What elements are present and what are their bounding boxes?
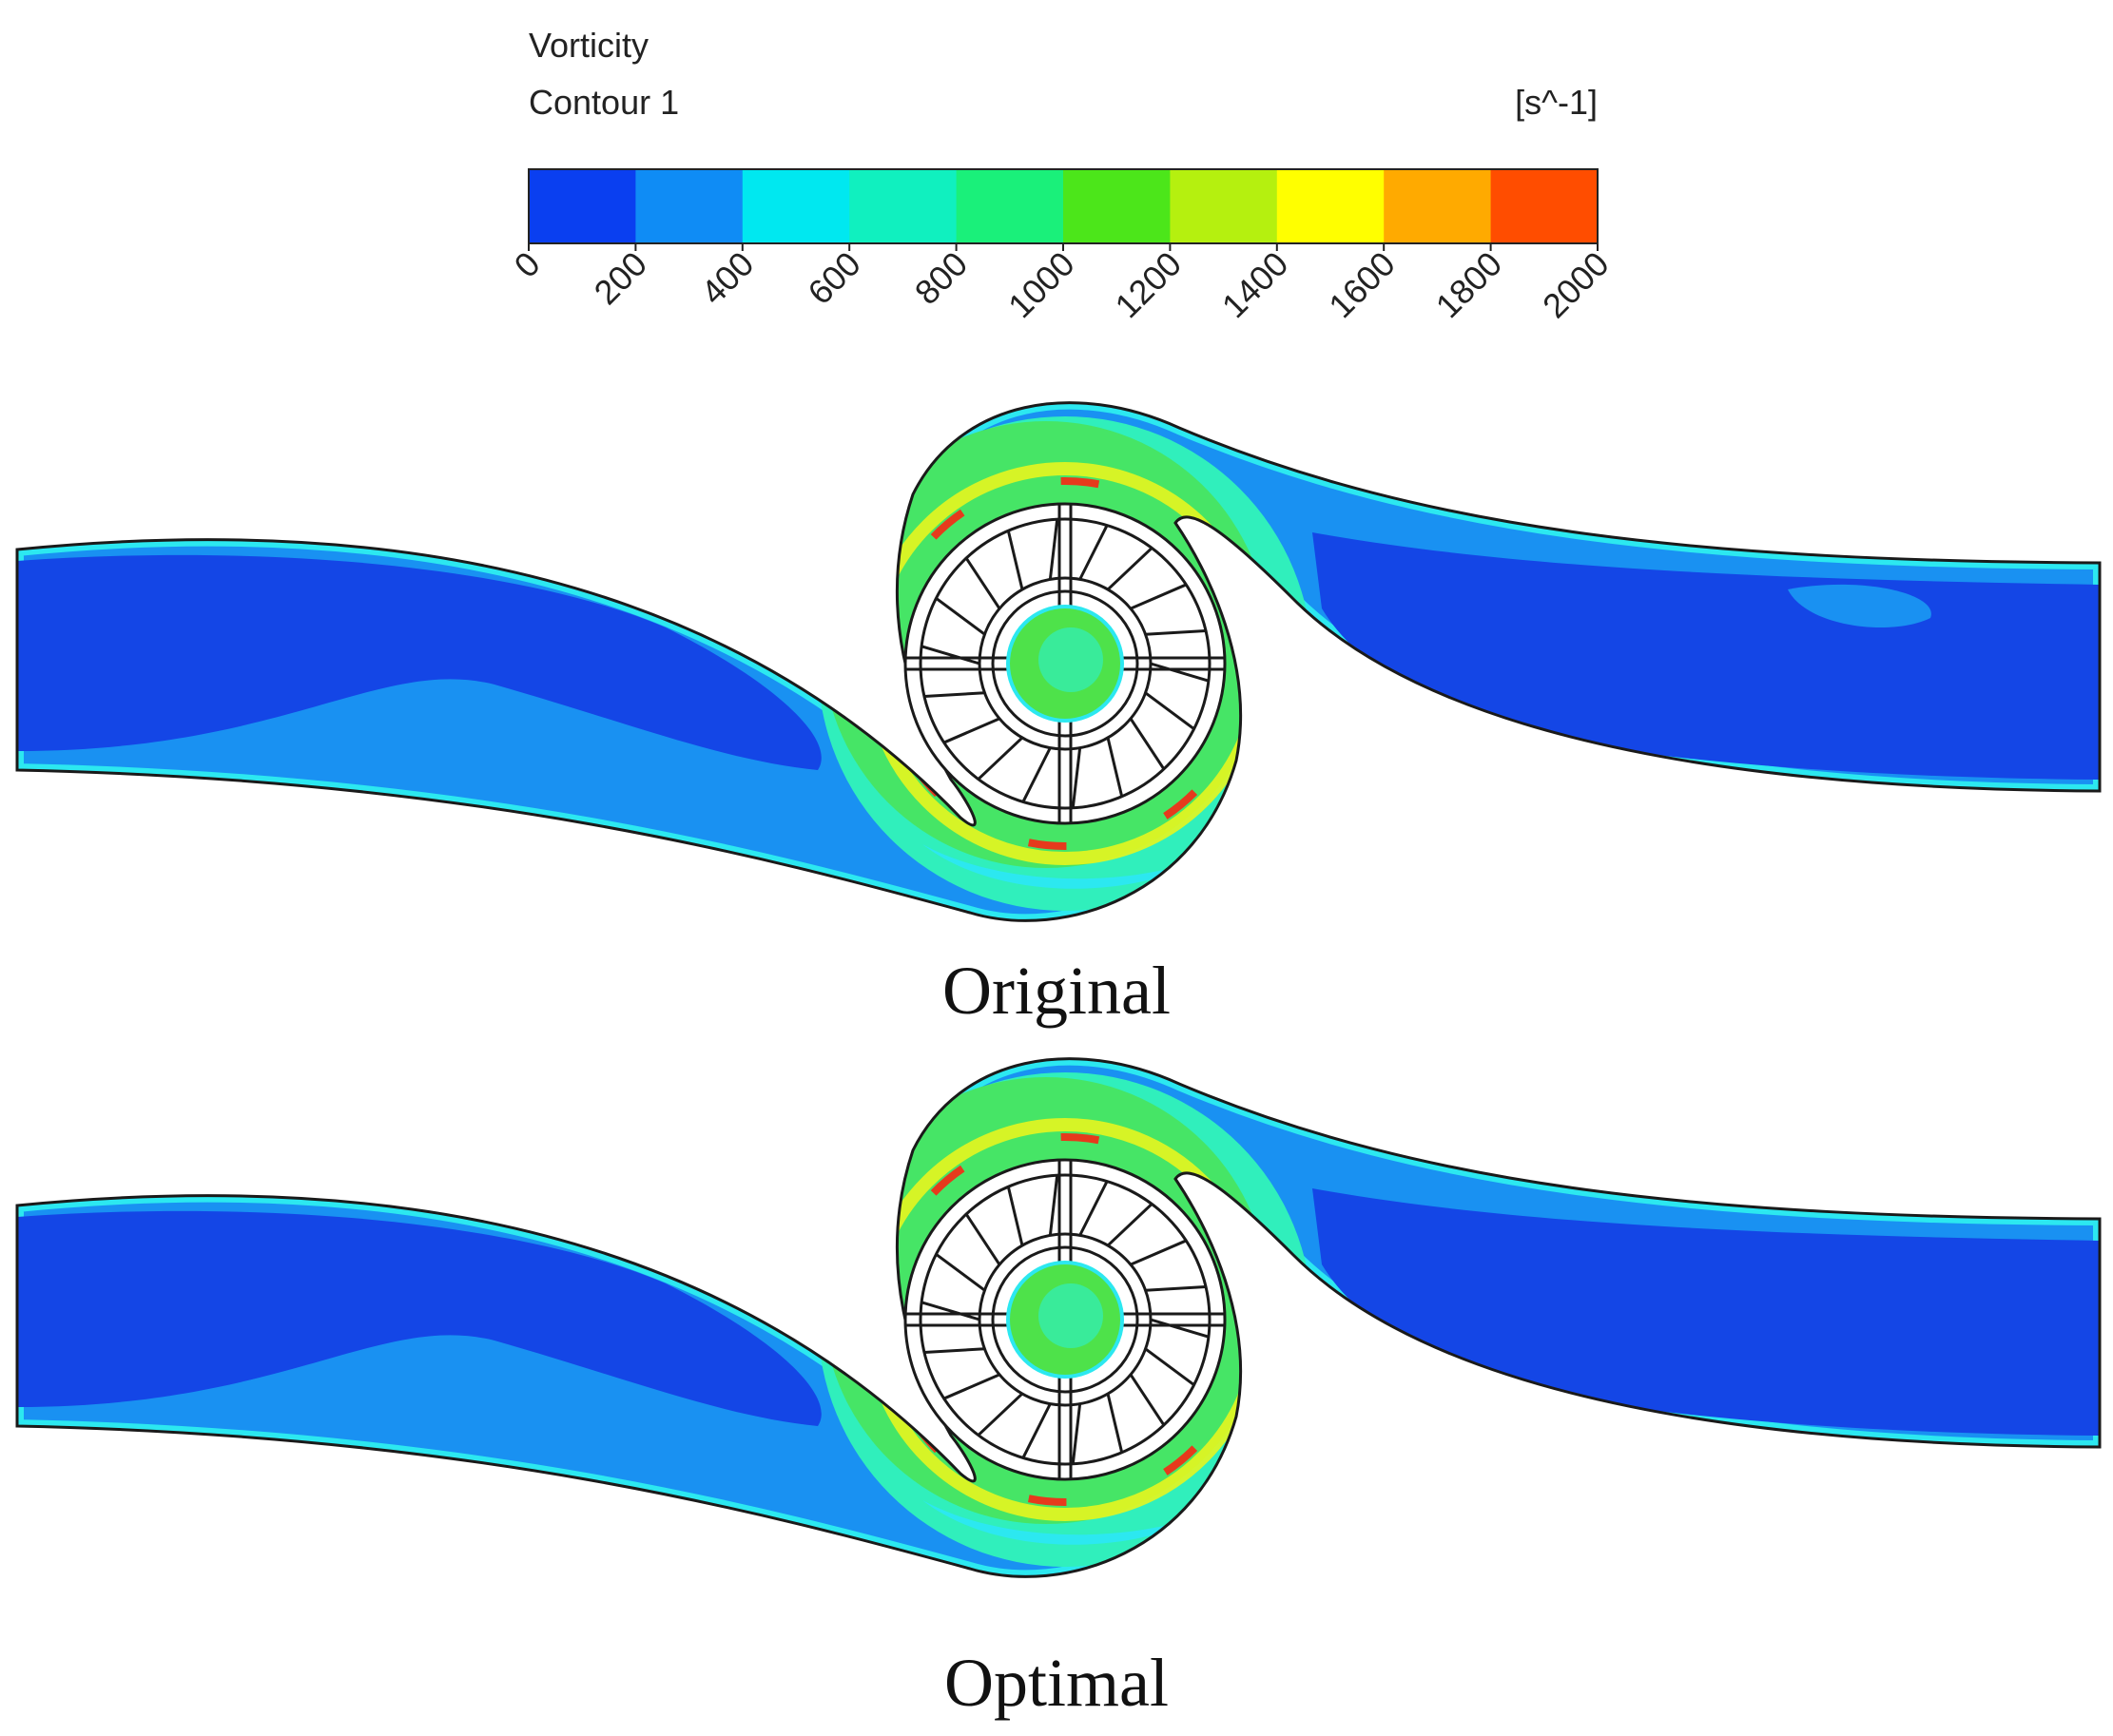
impeller-blade <box>923 691 985 699</box>
impeller-blade <box>977 1392 1024 1437</box>
legend-color-bar <box>528 168 1599 244</box>
impeller-blade <box>1106 1393 1124 1454</box>
impeller-blade <box>1078 1180 1109 1237</box>
impeller-blade <box>935 597 986 636</box>
channel-outline <box>15 401 2102 922</box>
impeller-blade <box>1106 737 1124 798</box>
legend-tick-label: 1400 <box>1214 244 1296 326</box>
impeller-blade <box>943 1373 1000 1400</box>
legend-swatch <box>529 169 636 243</box>
legend-swatch <box>956 169 1064 243</box>
channel-outline <box>15 1057 2102 1578</box>
legend-tick-labels: 0 200 400 600 800 1000 1200 1400 1600 1800 2000 <box>507 243 1617 325</box>
legend-swatch <box>1170 169 1278 243</box>
panel-original <box>15 401 2102 922</box>
caption-optimal: Optimal <box>944 1645 1169 1721</box>
impeller-blade <box>964 1213 1001 1265</box>
impeller-blade <box>1021 746 1052 803</box>
impeller-blade <box>964 557 1001 609</box>
legend-tick-label: 1800 <box>1428 244 1510 326</box>
impeller <box>903 502 1227 825</box>
legend-tick-label: 400 <box>693 244 761 312</box>
impeller-blade <box>921 645 980 665</box>
legend-tick-label: 1200 <box>1107 244 1189 326</box>
impeller-blade <box>1145 1284 1207 1292</box>
impeller-blade <box>1106 1203 1153 1247</box>
impeller-blade <box>943 717 1000 744</box>
impeller-blade <box>1006 1186 1024 1246</box>
legend-tick-label: 2000 <box>1535 244 1617 326</box>
impeller-blade <box>1130 583 1187 610</box>
color-legend: Vorticity Contour 1 [s^-1] 0 200 400 600 800… <box>507 26 1617 325</box>
legend-tick-label: 600 <box>800 244 867 312</box>
impeller-blade-tip-ring <box>919 1173 1212 1466</box>
streak-right <box>1788 584 1931 627</box>
impeller-blade <box>1129 718 1166 770</box>
impeller-blade <box>1144 691 1195 730</box>
legend-swatch <box>635 169 744 243</box>
impeller-blade <box>1150 1318 1210 1339</box>
impeller-blade <box>1130 1239 1187 1266</box>
impeller-blade <box>1021 1402 1052 1459</box>
impeller-blade <box>1006 530 1024 590</box>
caption-original: Original <box>942 953 1171 1029</box>
legend-swatch <box>849 169 958 243</box>
impeller-blade <box>1129 1374 1166 1426</box>
impeller-blade-tip-ring <box>919 517 1212 810</box>
impeller-blade <box>1048 519 1059 580</box>
legend-tick-label: 800 <box>907 244 975 312</box>
impeller-blade <box>977 736 1024 781</box>
impeller-blade <box>1145 628 1207 636</box>
hub-flow-core <box>1038 1283 1103 1348</box>
impeller-blade <box>1150 662 1210 683</box>
impeller-blade <box>921 1301 980 1321</box>
impeller-blade <box>1071 747 1082 808</box>
impeller-blade <box>1071 1403 1082 1464</box>
impeller <box>903 1158 1227 1481</box>
impeller-blade <box>935 1253 986 1292</box>
impeller-blade <box>1144 1347 1195 1386</box>
deep-core-left <box>17 1210 822 1426</box>
legend-swatch <box>1276 169 1385 243</box>
impeller-blade <box>1106 547 1153 591</box>
impeller-inner-ring <box>991 1245 1139 1394</box>
legend-swatch <box>1384 169 1492 243</box>
impeller-blade <box>1048 1175 1059 1236</box>
impeller-blade <box>923 1347 985 1355</box>
legend-tick-label: 0 <box>507 244 548 285</box>
legend-tick-label: 200 <box>587 244 654 312</box>
legend-tick-label: 1000 <box>1000 244 1082 326</box>
deep-core-left <box>17 554 822 770</box>
legend-swatch <box>742 169 850 243</box>
legend-variable-title: Vorticity <box>529 26 649 65</box>
panel-optimal <box>15 1057 2102 1578</box>
legend-contour-name: Contour 1 <box>529 83 679 122</box>
impeller-blade <box>1078 524 1109 581</box>
legend-swatch <box>1490 169 1599 243</box>
hub-flow-core <box>1038 627 1103 692</box>
legend-swatch <box>1063 169 1171 243</box>
legend-unit: [s^-1] <box>1515 83 1598 122</box>
legend-tick-label: 1600 <box>1321 244 1403 326</box>
impeller-inner-ring <box>991 589 1139 738</box>
